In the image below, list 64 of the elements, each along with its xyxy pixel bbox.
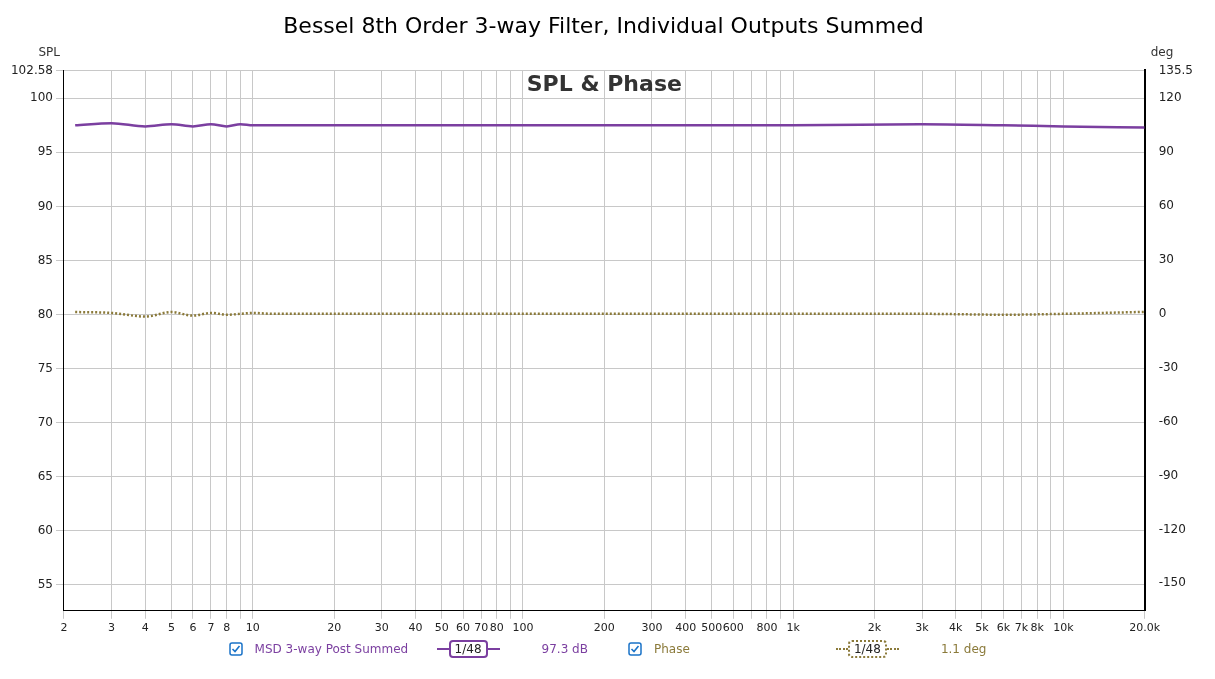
x-tick-label: 10k — [1053, 621, 1075, 635]
text: Phase — [653, 642, 691, 656]
x-tick-label: 400 — [675, 621, 697, 635]
x-tick-label: 7 — [207, 621, 215, 635]
x-tick-label: 4k — [949, 621, 964, 635]
x-tick-label: 500 — [701, 621, 723, 635]
y2-tick-label: -120 — [1158, 521, 1186, 536]
text: 97.3 dB — [541, 642, 588, 656]
chart-subtitle: SPL & Phase — [526, 71, 682, 97]
y-axis-title: SPL — [38, 44, 61, 59]
x-tick-label: 20 — [327, 621, 342, 635]
x-tick-label: 50 — [434, 621, 449, 635]
x-tick-label: 600 — [722, 621, 744, 635]
y2-tick-label: -30 — [1158, 359, 1179, 374]
x-tick-label: 5k — [975, 621, 990, 635]
x-tick-label: 200 — [593, 621, 615, 635]
x-tick-label: 2k — [867, 621, 882, 635]
x-tick-label: 5 — [168, 621, 175, 635]
x-tick-label: 80 — [489, 621, 504, 635]
text: MSD 3-way Post Summed — [254, 642, 410, 656]
y-tick-label: 60 — [37, 522, 53, 537]
y2-tick-label: -60 — [1158, 413, 1179, 428]
y-tick-label: 95 — [37, 144, 53, 159]
y-tick-label: 70 — [37, 414, 53, 429]
y2-tick-label: 30 — [1158, 252, 1174, 267]
text: 1/48 — [448, 640, 488, 658]
x-tick-label: 60 — [456, 621, 471, 635]
y2-tick-label: 0 — [1158, 305, 1167, 320]
y-tick-label: 100 — [30, 90, 53, 105]
x-tick-label: 6k — [996, 621, 1011, 635]
x-tick-label: 8 — [223, 621, 231, 635]
y-tick-label: 85 — [37, 252, 53, 267]
y-tick-label: 55 — [37, 576, 53, 591]
y-tick-label: 102.58 — [10, 62, 53, 77]
x-tick-label: 30 — [374, 621, 389, 635]
y2-tick-label: -150 — [1158, 575, 1186, 590]
x-tick-label: 100 — [512, 621, 534, 635]
text: 1/48 — [847, 640, 887, 658]
x-tick-label: 6 — [189, 621, 197, 635]
y-tick-label: 90 — [37, 198, 53, 213]
x-tick-label: 3 — [108, 621, 116, 635]
y-tick-label: 65 — [37, 468, 53, 483]
y2-tick-label: 120 — [1158, 90, 1182, 105]
x-tick-label: 2 — [60, 621, 68, 635]
y2-tick-label: -90 — [1158, 467, 1179, 482]
y2-axis-title: deg — [1150, 44, 1174, 59]
y-tick-label: 75 — [37, 360, 53, 375]
x-tick-label: 10 — [245, 621, 260, 635]
x-tick-label: 800 — [756, 621, 778, 635]
x-tick-label: 7k — [1014, 621, 1029, 635]
x-tick-label: 1k — [786, 621, 801, 635]
x-tick-label: 300 — [641, 621, 663, 635]
x-tick-label: 20.0k — [1129, 621, 1161, 635]
x-tick-label: 8k — [1030, 621, 1045, 635]
chart-title: Bessel 8th Order 3-way Filter, Individual Outputs Summed — [283, 12, 924, 38]
x-tick-label: 4 — [141, 621, 149, 635]
x-tick-label: 40 — [408, 621, 423, 635]
y-tick-label: 80 — [37, 306, 53, 321]
x-tick-label: 70 — [474, 621, 489, 635]
text: 1.1 deg — [940, 642, 987, 656]
y2-tick-label: 90 — [1158, 144, 1174, 159]
y2-tick-label: 60 — [1158, 198, 1174, 213]
x-tick-label: 3k — [915, 621, 930, 635]
y2-tick-label: 135.5 — [1158, 62, 1194, 77]
